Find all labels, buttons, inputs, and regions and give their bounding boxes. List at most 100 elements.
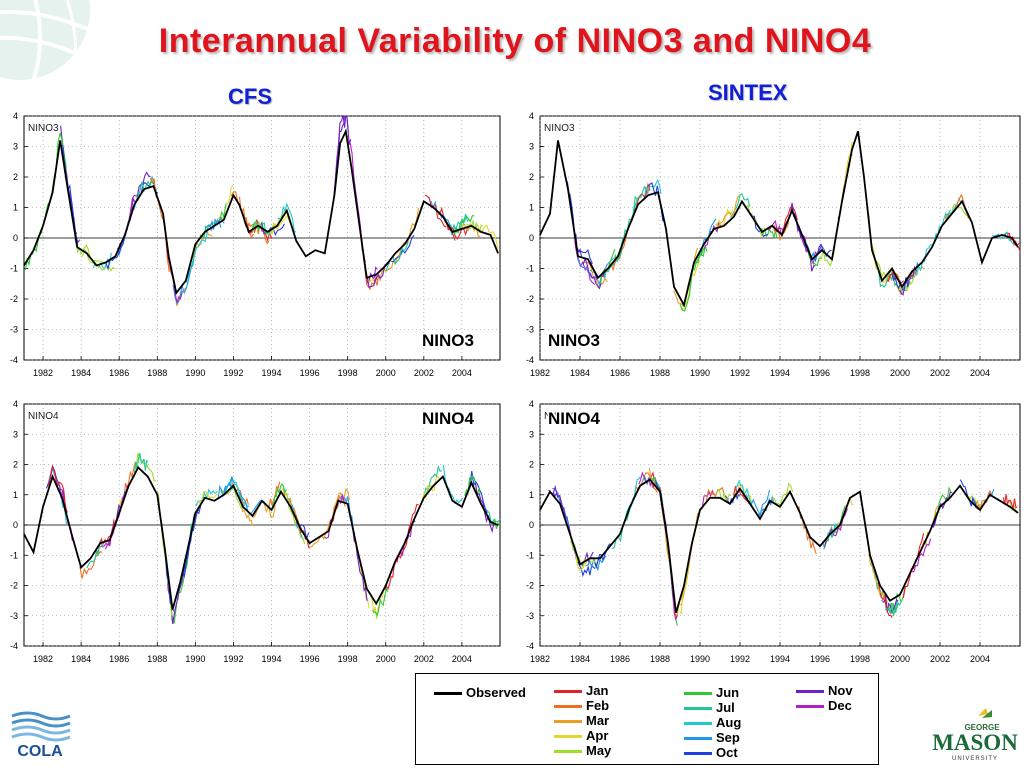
george-mason-logo: GEORGE MASON UNIVERSITY (932, 708, 1018, 762)
legend-swatch (684, 707, 712, 710)
chart-svg: -4 -3 -2 -1 0 1 2 3 4 1982 1984 1986 1988 1990 1992 199… (10, 399, 501, 664)
panel-label: NINO4 (544, 411, 575, 422)
y-tick-label: -4 (10, 641, 18, 651)
x-tick-label: 1986 (610, 368, 630, 378)
x-tick-label: 1984 (570, 654, 590, 664)
forecast-line (574, 549, 599, 572)
x-tick-label: 1986 (109, 654, 129, 664)
forecast-line (1004, 231, 1020, 246)
forecast-line (271, 482, 287, 509)
forecast-line (569, 540, 586, 569)
x-tick-label: 1982 (530, 654, 550, 664)
y-tick-label: 1 (529, 490, 534, 500)
x-tick-label: 1992 (730, 368, 750, 378)
legend-label: Oct (716, 745, 738, 760)
y-tick-label: -3 (10, 611, 18, 621)
x-tick-label: 1982 (33, 368, 53, 378)
y-tick-label: -1 (10, 550, 18, 560)
x-tick-label: 1986 (610, 654, 630, 664)
legend-swatch (554, 735, 582, 738)
forecast-line (133, 453, 149, 473)
observed-line (539, 478, 1019, 613)
forecast-line (372, 586, 389, 618)
x-tick-label: 1996 (300, 368, 320, 378)
legend-item-observed: Observed (434, 686, 526, 700)
x-tick-label: 2000 (376, 368, 396, 378)
page-title: Interannual Variability of NINO3 and NIN… (158, 22, 872, 60)
legend-label: Feb (586, 698, 610, 713)
legend-swatch (434, 692, 462, 695)
legend-swatch (684, 722, 712, 725)
x-tick-label: 1994 (770, 654, 790, 664)
x-tick-label: 1982 (530, 368, 550, 378)
forecast-line (484, 508, 500, 525)
panel-label: NINO3 (544, 123, 575, 134)
legend-item-apr: Apr (554, 729, 608, 743)
forecast-line (218, 483, 242, 509)
forecast-line (370, 586, 386, 619)
y-tick-label: 1 (13, 490, 18, 500)
forecast-line (1002, 494, 1018, 509)
forecast-line (334, 116, 352, 178)
x-tick-label: 2002 (930, 654, 950, 664)
x-tick-label: 1998 (850, 654, 870, 664)
x-tick-label: 2002 (930, 368, 950, 378)
legend-item-feb: Feb (554, 698, 610, 713)
legend-swatch (554, 750, 582, 753)
observed-line (23, 128, 499, 295)
legend-label: May (586, 743, 612, 758)
y-tick-label: 4 (13, 399, 18, 409)
y-tick-label: -2 (10, 581, 18, 591)
forecast-line (772, 482, 794, 507)
forecast-line (899, 265, 917, 296)
y-tick-label: 3 (529, 429, 534, 439)
x-tick-label: 2000 (890, 654, 910, 664)
y-tick-label: 3 (529, 142, 534, 152)
forecast-line (197, 490, 219, 504)
overlay-label: NINO3 (422, 331, 474, 350)
x-tick-label: 1998 (338, 654, 358, 664)
legend-swatch (684, 692, 712, 695)
forecast-line (911, 538, 932, 573)
legend-label: Aug (716, 715, 742, 730)
x-tick-label: 2000 (376, 654, 396, 664)
y-tick-label: 2 (529, 460, 534, 470)
y-tick-label: 4 (529, 111, 534, 121)
y-tick-label: 2 (13, 460, 18, 470)
forecast-line (105, 228, 128, 271)
observed-line (23, 466, 499, 610)
x-tick-label: 1988 (650, 368, 670, 378)
x-tick-label: 1996 (810, 368, 830, 378)
forecast-line (598, 248, 616, 287)
x-tick-label: 2000 (890, 368, 910, 378)
legend-item-may: May (554, 743, 612, 758)
legend-label: Sep (716, 730, 740, 745)
x-tick-label: 2004 (452, 368, 472, 378)
y-tick-label: 0 (529, 233, 534, 243)
x-tick-label: 2002 (414, 654, 434, 664)
legend-swatch (796, 690, 824, 693)
legend-label: Mar (586, 713, 610, 728)
forecast-line (796, 223, 816, 272)
forecast-line (384, 550, 401, 591)
legend-label: Jan (586, 683, 609, 698)
y-tick-label: -3 (526, 325, 534, 335)
forecast-line (902, 533, 925, 599)
legend-swatch (554, 690, 582, 693)
overlay-label: NINO3 (548, 331, 600, 350)
x-tick-label: 1990 (185, 654, 205, 664)
forecast-line (135, 176, 157, 202)
panel-label: NINO3 (28, 123, 59, 134)
forecast-line (467, 471, 488, 514)
legend-item-oct: Oct (684, 745, 738, 760)
x-tick-label: 1988 (650, 654, 670, 664)
x-tick-label: 1992 (223, 368, 243, 378)
x-tick-label: 2004 (970, 654, 990, 664)
x-tick-label: 1998 (850, 368, 870, 378)
legend-swatch (796, 705, 824, 708)
x-tick-label: 1988 (147, 368, 167, 378)
y-tick-label: 2 (13, 172, 18, 182)
y-tick-label: 1 (13, 203, 18, 213)
forecast-line (251, 221, 274, 235)
y-tick-label: -2 (10, 294, 18, 304)
